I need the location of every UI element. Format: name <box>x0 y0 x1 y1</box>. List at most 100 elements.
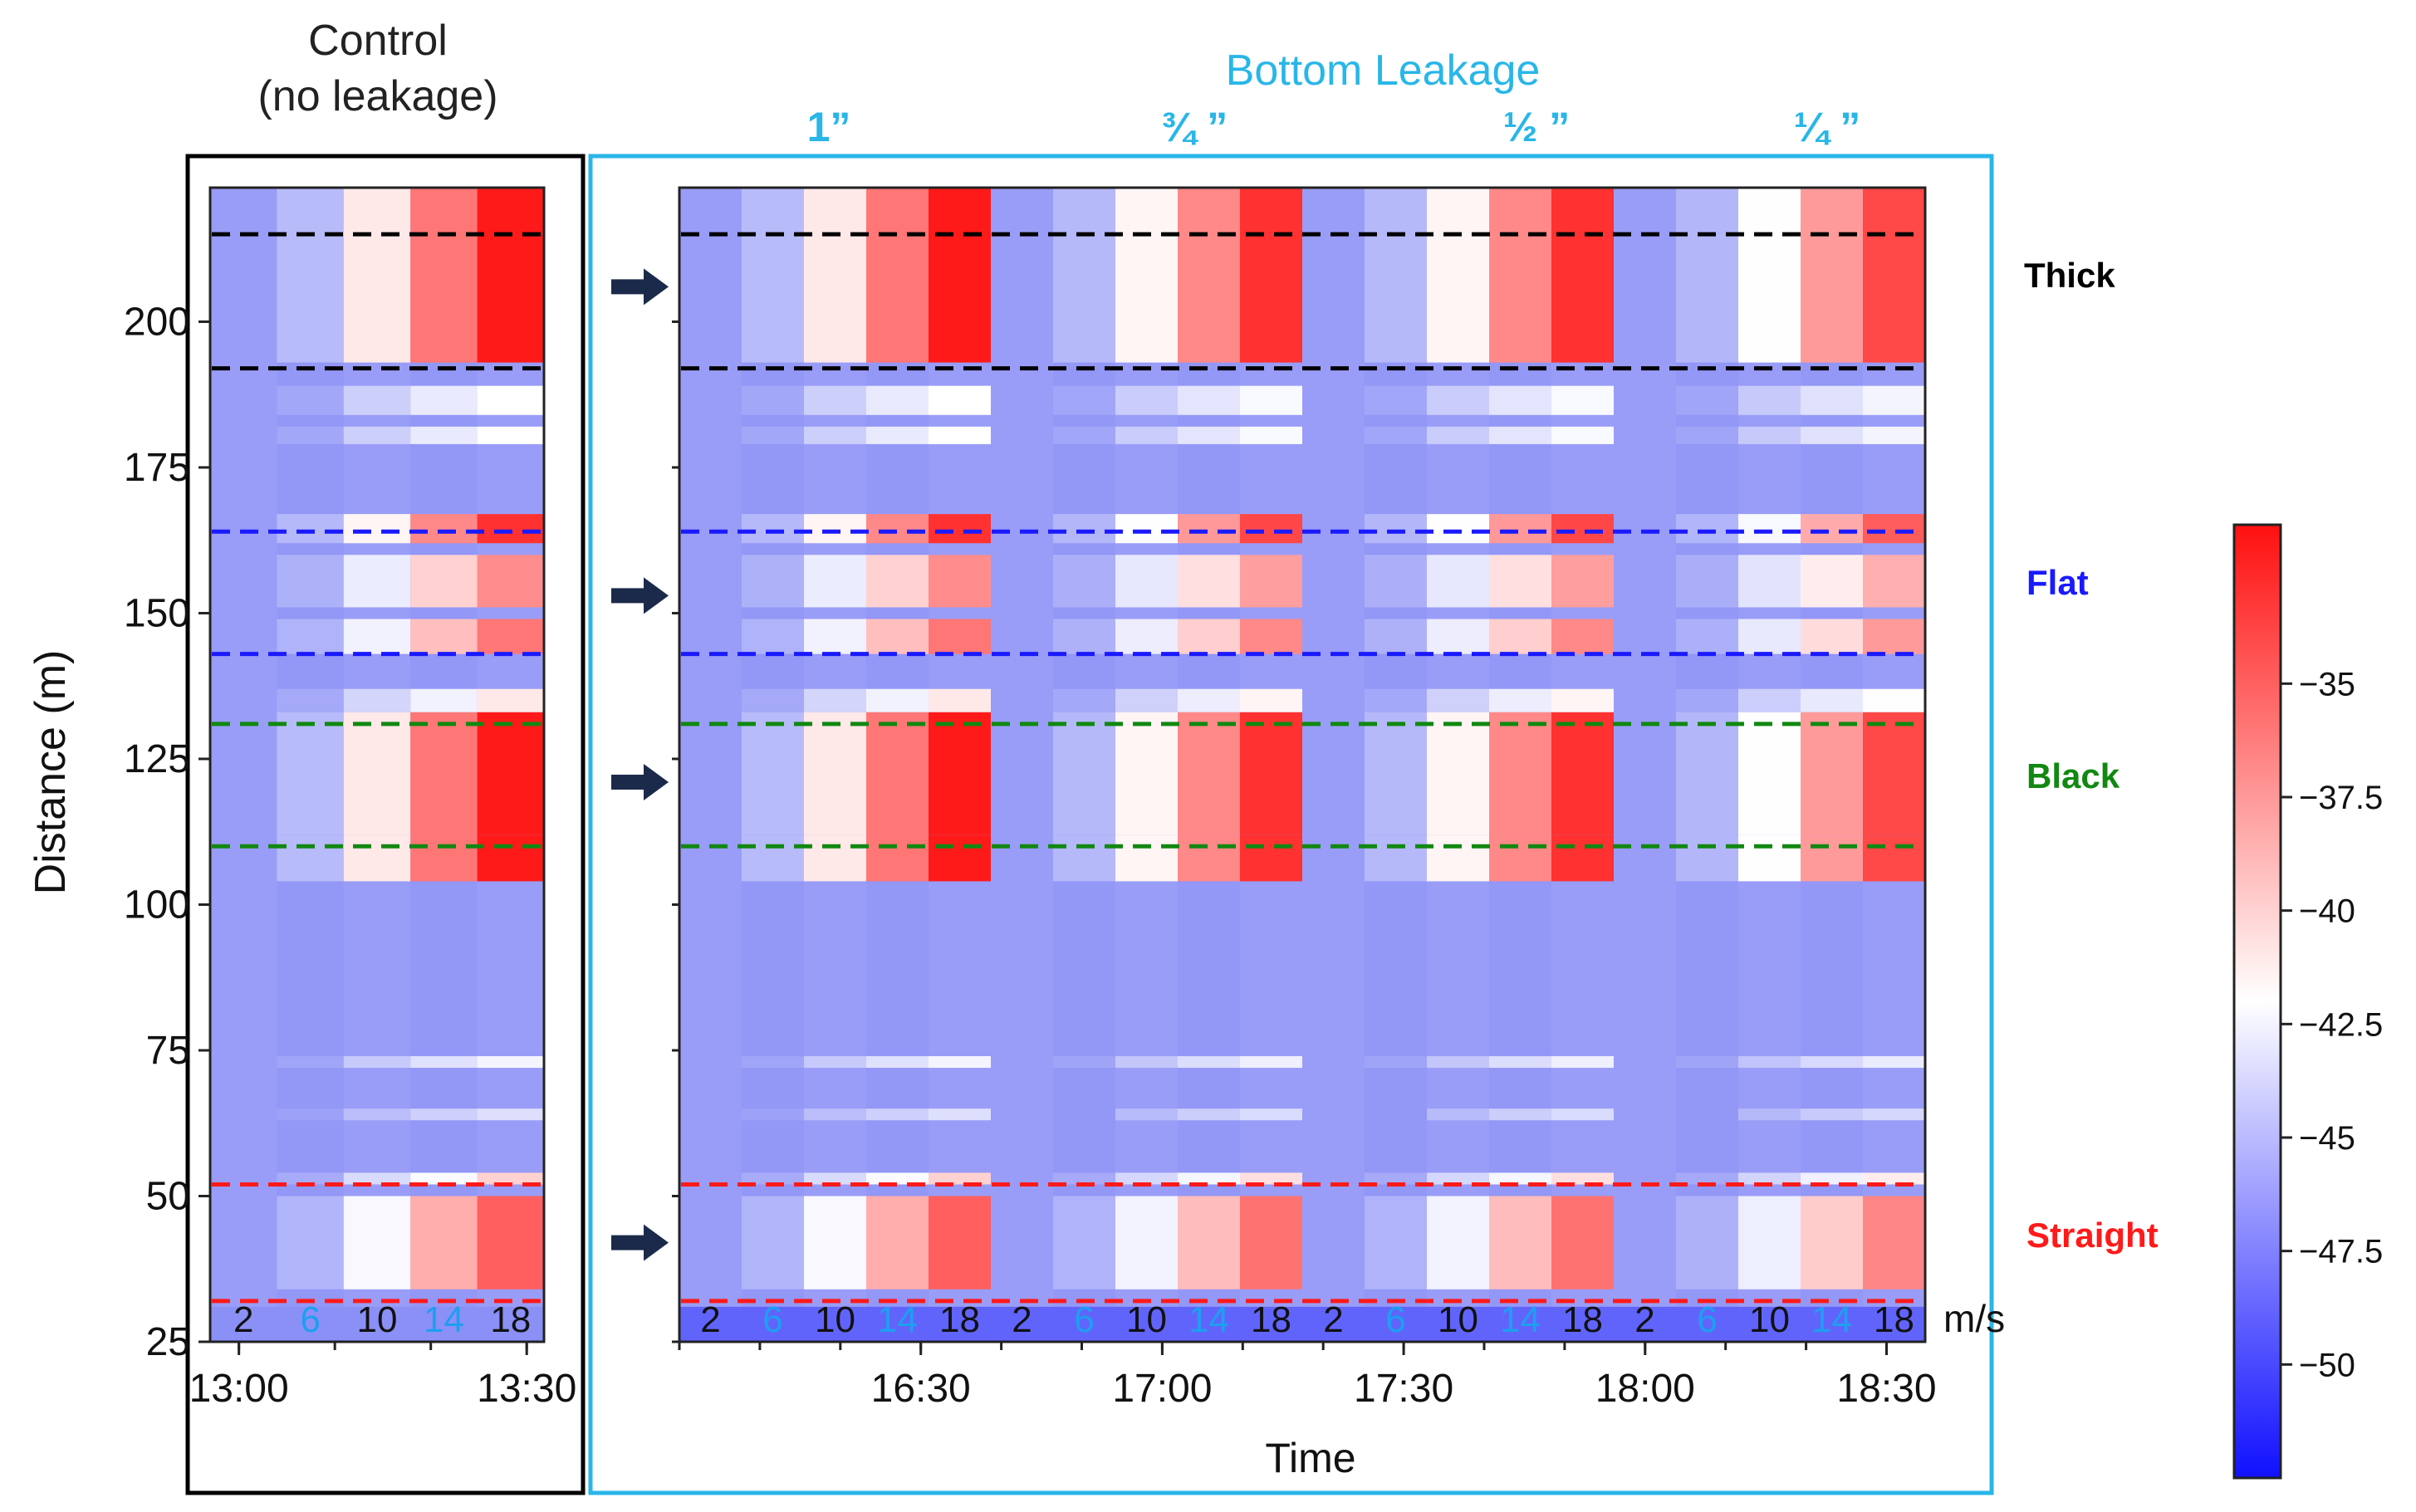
heat-cell <box>1115 688 1179 712</box>
heat-cell <box>929 712 992 835</box>
heat-cell <box>1738 555 1801 608</box>
colorbar-ticks: −35 −37.5 −40 −42.5 −45 −47.5 −50 <box>2281 666 2383 1383</box>
heat-cell <box>277 426 345 444</box>
speed-label: 18 <box>490 1299 531 1340</box>
heat-cell <box>477 619 545 654</box>
heat-cell <box>1738 619 1801 654</box>
heat-cell <box>1053 1172 1116 1185</box>
heat-cell <box>1676 385 1739 415</box>
heat-cell <box>1053 1196 1116 1289</box>
heat-cell <box>1115 188 1179 363</box>
y-tick-label: 200 <box>124 300 190 344</box>
heat-cell <box>1676 834 1739 882</box>
heat-cell <box>1240 619 1303 654</box>
heat-cell <box>929 834 992 882</box>
heat-cell <box>1178 555 1241 608</box>
heat-cell <box>1801 1056 1864 1069</box>
heat-cell <box>742 514 805 544</box>
x-tick-label: 16:30 <box>871 1367 971 1411</box>
heat-cell <box>1365 385 1428 415</box>
heat-cell <box>1365 188 1428 363</box>
heat-cell <box>1240 426 1303 444</box>
zone-label-flat: Flat <box>2026 563 2089 602</box>
heat-cell <box>1053 188 1116 363</box>
heat-cell <box>1240 1108 1303 1121</box>
leak-y-minor-ticks <box>672 320 679 1343</box>
heat-cell <box>1489 1056 1552 1069</box>
heat-cell <box>1863 834 1926 882</box>
heat-cell <box>1240 555 1303 608</box>
heat-cell <box>477 188 545 363</box>
heat-cell <box>804 688 867 712</box>
heat-cell <box>1801 1172 1864 1185</box>
heat-cell <box>1240 712 1303 835</box>
heat-cell <box>410 834 478 882</box>
heat-cell <box>1863 188 1926 363</box>
leak-arrow-icon <box>611 1224 669 1261</box>
control-heatmap <box>210 188 545 1342</box>
heat-cell <box>343 385 411 415</box>
heat-column <box>1614 188 1677 1342</box>
heat-cold-strip <box>1614 1306 1925 1342</box>
heat-cell <box>1115 1172 1179 1185</box>
heat-cold-strip <box>679 1306 991 1342</box>
heat-cell <box>410 1172 478 1185</box>
heat-cell <box>1738 1172 1801 1185</box>
heat-cell <box>1738 426 1801 444</box>
heat-cell <box>1053 688 1116 712</box>
heat-cell <box>1427 188 1490 363</box>
heat-cell <box>1738 385 1801 415</box>
heat-cell <box>277 555 345 608</box>
heat-cell <box>929 1196 992 1289</box>
heat-column <box>679 188 742 1342</box>
colorbar-tick-label: −45 <box>2299 1120 2355 1157</box>
heat-cell <box>277 688 345 712</box>
leak-size-label-2: ¾ ” <box>1161 104 1228 150</box>
heat-cell <box>1738 1196 1801 1289</box>
heat-cell <box>1178 712 1241 835</box>
zone-label-straight: Straight <box>2026 1216 2159 1255</box>
heat-cell <box>1489 712 1552 835</box>
heat-cell <box>1551 712 1615 835</box>
zone-label-thick: Thick <box>2024 256 2115 295</box>
heat-cell <box>1240 188 1303 363</box>
leak-arrow-icon <box>611 268 669 306</box>
heat-cell <box>742 834 805 882</box>
heat-cell <box>1738 688 1801 712</box>
heat-cell <box>929 1172 992 1185</box>
heat-cell <box>929 426 992 444</box>
heat-column <box>210 188 277 1342</box>
speed-label: 14 <box>877 1299 918 1340</box>
colorbar <box>2232 523 2282 1480</box>
heat-cell <box>477 385 545 415</box>
heat-cell <box>277 619 345 654</box>
heat-cell <box>1178 514 1241 544</box>
heat-cell <box>1178 1108 1241 1121</box>
heat-cell <box>1178 1056 1241 1069</box>
heat-cell <box>410 1196 478 1289</box>
speed-labels: 2 6 10 14 18 2 6 10 14 18 2 6 10 14 18 2 6 10 14 18 2 6 10 14 18 <box>233 1299 1914 1340</box>
heat-cell <box>1738 514 1801 544</box>
heat-cell <box>1365 688 1428 712</box>
heat-cold-strip <box>210 1306 544 1342</box>
zone-boundaries <box>212 232 1923 1304</box>
heat-cell <box>410 712 478 835</box>
heat-cell <box>1489 385 1552 415</box>
heat-cell <box>866 1108 929 1121</box>
heat-cell <box>1551 555 1615 608</box>
heat-cell <box>1801 688 1864 712</box>
heat-cell <box>277 1108 345 1121</box>
heat-cell <box>742 688 805 712</box>
heat-cell <box>1801 426 1864 444</box>
heat-cell <box>1551 1172 1615 1185</box>
heat-cell <box>804 1056 867 1069</box>
heat-cell <box>1489 1108 1552 1121</box>
heat-cold-strip <box>1302 1306 1614 1342</box>
heat-cell <box>866 688 929 712</box>
heat-cell <box>1489 514 1552 544</box>
speed-label: 14 <box>1811 1299 1852 1340</box>
heat-cell <box>410 1108 478 1121</box>
heat-cell <box>1115 1196 1179 1289</box>
x-tick-label: 13:30 <box>477 1367 576 1411</box>
heat-cell <box>1053 426 1116 444</box>
